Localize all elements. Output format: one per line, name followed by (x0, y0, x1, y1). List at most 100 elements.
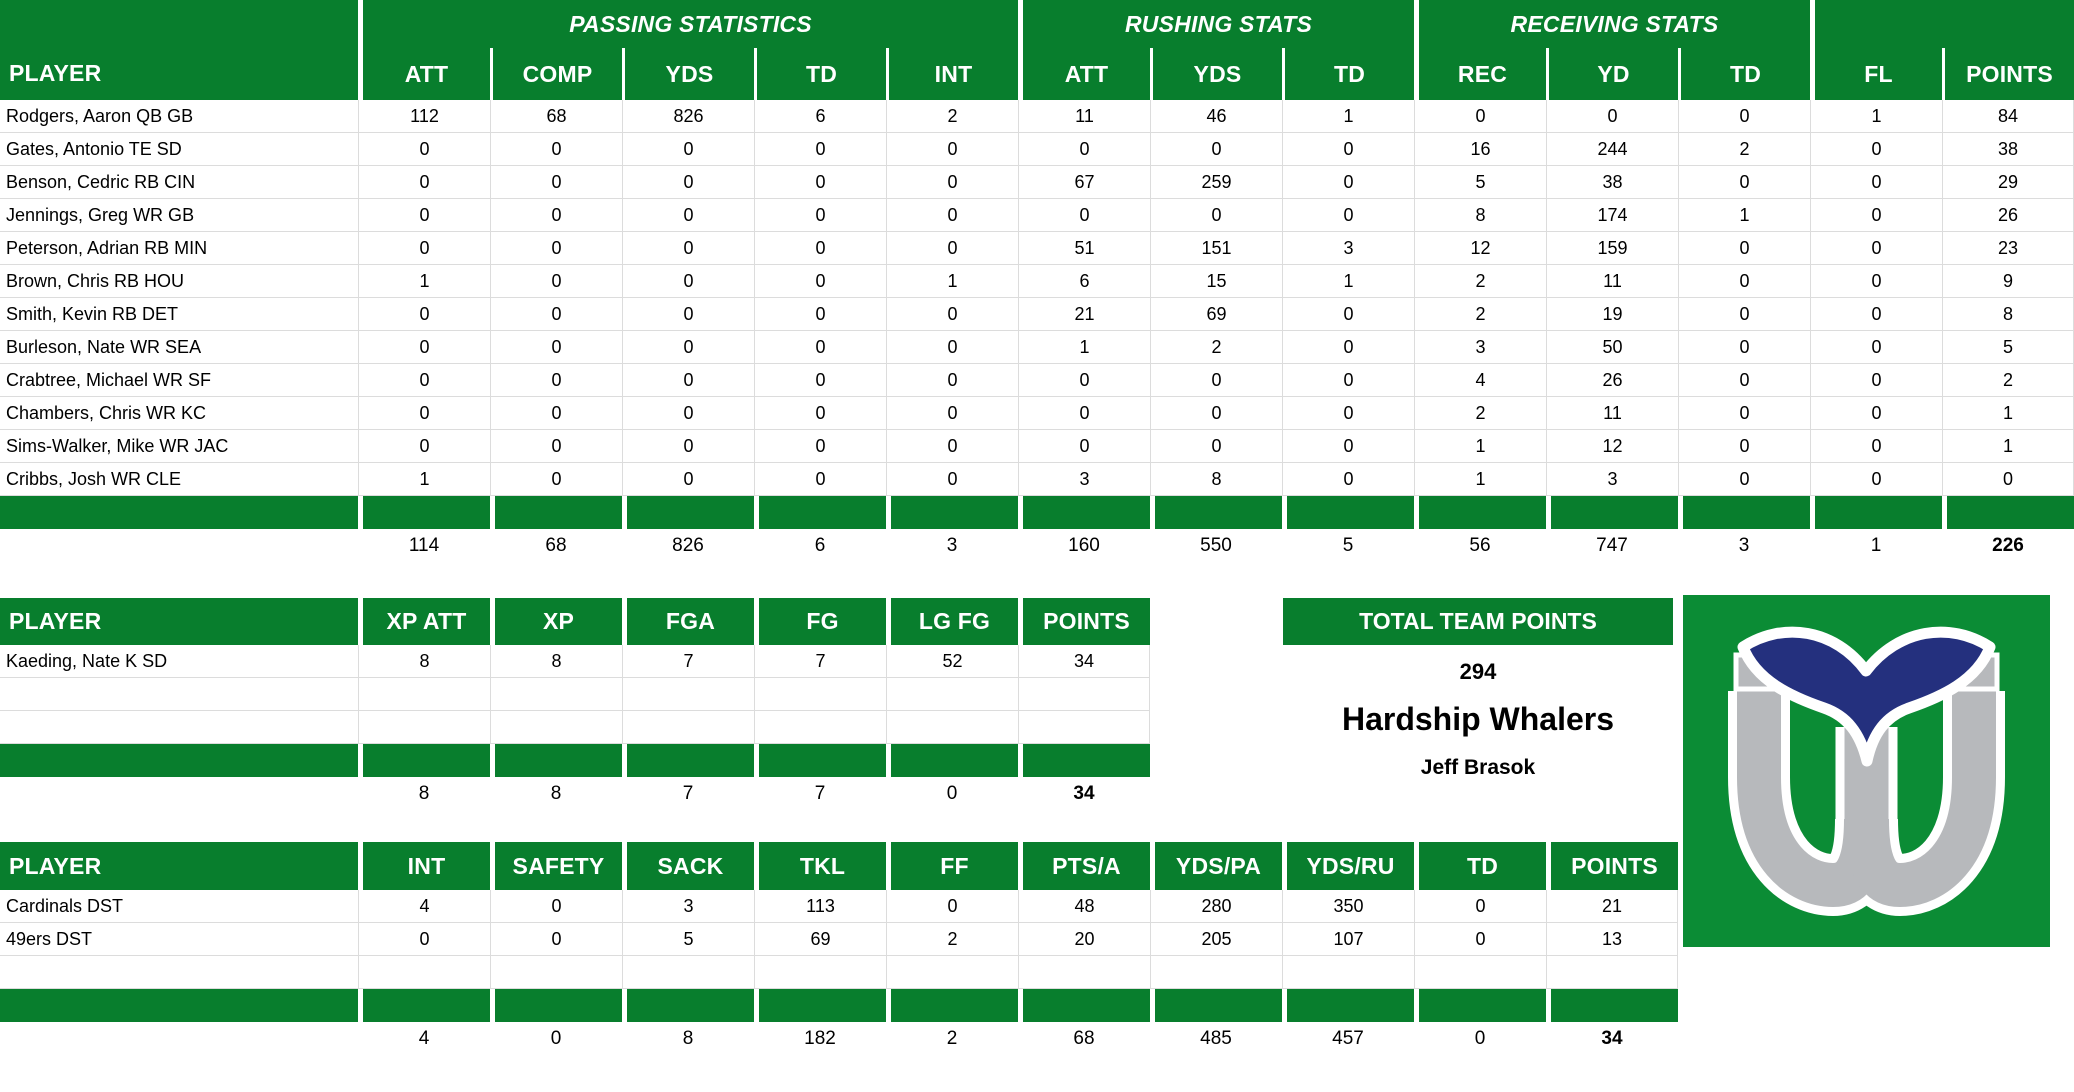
separator-bar-segment (1942, 496, 2074, 529)
stat-cell: 0 (1678, 331, 1810, 364)
stat-cell: 5 (1414, 166, 1546, 199)
stat-cell: 280 (1150, 890, 1282, 923)
stat-cell: 0 (490, 133, 622, 166)
stat-cell: 5 (1942, 331, 2074, 364)
stat-cell: 0 (1282, 331, 1414, 364)
stat-cell: 2 (886, 100, 1018, 133)
team-summary-box: TOTAL TEAM POINTS 294 Hardship Whalers J… (1283, 598, 1673, 780)
stat-cell: 0 (1810, 364, 1942, 397)
separator-bar-segment (886, 496, 1018, 529)
empty-stat-cell (622, 956, 754, 989)
stat-cell: 0 (1414, 890, 1546, 923)
separator-bar-segment (1546, 989, 1678, 1022)
stat-cell: 0 (622, 166, 754, 199)
separator-bar-segment (754, 989, 886, 1022)
empty-stat-cell (1018, 678, 1150, 711)
stat-cell: 0 (622, 364, 754, 397)
stat-cell: 2 (1150, 331, 1282, 364)
total-cell: 68 (490, 529, 622, 562)
totals-spacer-cell (0, 1022, 358, 1055)
stat-cell: 2 (1942, 364, 2074, 397)
empty-stat-cell (490, 678, 622, 711)
stat-cell: 0 (886, 199, 1018, 232)
stat-cell: 0 (622, 298, 754, 331)
stat-cell: 8 (1150, 463, 1282, 496)
stat-cell: 12 (1546, 430, 1678, 463)
stat-cell: 113 (754, 890, 886, 923)
stat-cell: 0 (1810, 166, 1942, 199)
stat-cell: 0 (1678, 364, 1810, 397)
stat-cell: 0 (1282, 166, 1414, 199)
stat-cell: 0 (1282, 463, 1414, 496)
stat-cell: 1 (1018, 331, 1150, 364)
column-header-lg-fg: LG FG (886, 598, 1018, 645)
stat-cell: 0 (490, 232, 622, 265)
stat-cell: 0 (754, 265, 886, 298)
separator-bar-segment (1282, 496, 1414, 529)
stat-cell: 0 (1018, 199, 1150, 232)
stat-cell: 0 (1678, 463, 1810, 496)
stat-cell: 0 (1282, 364, 1414, 397)
stat-cell: 8 (1414, 199, 1546, 232)
stat-cell: 0 (490, 166, 622, 199)
stat-cell: 0 (358, 133, 490, 166)
stat-cell: 38 (1546, 166, 1678, 199)
stat-cell: 46 (1150, 100, 1282, 133)
column-header-points: POINTS (1546, 842, 1678, 890)
stat-cell: 5 (622, 923, 754, 956)
stat-cell: 1 (1282, 100, 1414, 133)
stat-cell: 1 (886, 265, 1018, 298)
empty-player-cell (0, 956, 358, 989)
stat-cell: 0 (490, 364, 622, 397)
stat-cell: 0 (1150, 364, 1282, 397)
stat-cell: 0 (886, 133, 1018, 166)
defense-stats-table: PLAYER INT SAFETY SACK TKL FF PTS/A YDS/PA YDS/R… (0, 842, 1678, 1055)
separator-bar-segment (886, 989, 1018, 1022)
separator-bar-segment (1678, 496, 1810, 529)
stat-cell: 0 (358, 232, 490, 265)
total-cell: 182 (754, 1022, 886, 1055)
stat-cell: 0 (1810, 265, 1942, 298)
player-name-cell: Burleson, Nate WR SEA (0, 331, 358, 364)
total-cell: 3 (886, 529, 1018, 562)
column-header-yd: YD (1546, 48, 1678, 100)
total-cell: 7 (754, 777, 886, 810)
offense-stats-table: PLAYER PASSING STATISTICS RUSHING STATS REC… (0, 0, 2074, 562)
stat-cell: 3 (1546, 463, 1678, 496)
column-header-points: POINTS (1942, 48, 2074, 100)
column-header-xp-att: XP ATT (358, 598, 490, 645)
column-header-xp: XP (490, 598, 622, 645)
empty-stat-cell (358, 678, 490, 711)
stat-cell: 174 (1546, 199, 1678, 232)
stat-cell: 0 (490, 923, 622, 956)
stat-cell: 8 (1942, 298, 2074, 331)
totals-spacer-cell (0, 529, 358, 562)
stat-cell: 4 (358, 890, 490, 923)
stat-cell: 0 (886, 890, 1018, 923)
stat-cell: 107 (1282, 923, 1414, 956)
stat-cell: 12 (1414, 232, 1546, 265)
stat-cell: 69 (754, 923, 886, 956)
player-name-cell: Chambers, Chris WR KC (0, 397, 358, 430)
column-header-int: INT (886, 48, 1018, 100)
stat-cell: 0 (622, 463, 754, 496)
stat-cell: 0 (1678, 298, 1810, 331)
stat-cell: 2 (1414, 397, 1546, 430)
stat-cell: 38 (1942, 133, 2074, 166)
player-name-cell: Benson, Cedric RB CIN (0, 166, 358, 199)
column-header-fga: FGA (622, 598, 754, 645)
column-header-pts-a: PTS/A (1018, 842, 1150, 890)
empty-stat-cell (1150, 956, 1282, 989)
stat-cell: 0 (754, 430, 886, 463)
total-cell: 34 (1018, 777, 1150, 810)
total-cell: 747 (1546, 529, 1678, 562)
stat-cell: 23 (1942, 232, 2074, 265)
total-cell: 4 (358, 1022, 490, 1055)
stat-cell: 2 (886, 923, 1018, 956)
group-header-blank (1810, 0, 2074, 48)
separator-bar-segment (0, 496, 358, 529)
stat-cell: 11 (1546, 397, 1678, 430)
total-cell: 3 (1678, 529, 1810, 562)
column-header-points: POINTS (1018, 598, 1150, 645)
stat-cell: 244 (1546, 133, 1678, 166)
